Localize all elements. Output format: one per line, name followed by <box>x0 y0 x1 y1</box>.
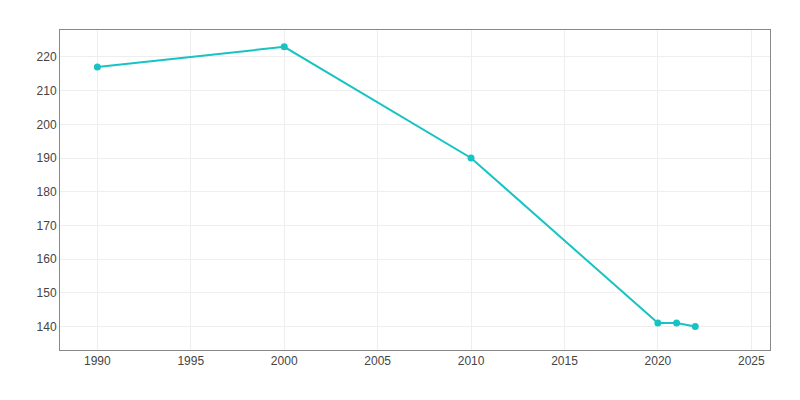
svg-text:200: 200 <box>37 118 57 132</box>
svg-text:140: 140 <box>37 320 57 334</box>
svg-text:190: 190 <box>37 151 57 165</box>
svg-text:220: 220 <box>37 50 57 64</box>
svg-text:2000: 2000 <box>271 354 298 368</box>
svg-text:160: 160 <box>37 252 57 266</box>
svg-text:2010: 2010 <box>458 354 485 368</box>
svg-text:180: 180 <box>37 185 57 199</box>
svg-text:2025: 2025 <box>738 354 765 368</box>
svg-text:2015: 2015 <box>551 354 578 368</box>
svg-text:170: 170 <box>37 219 57 233</box>
svg-text:2020: 2020 <box>645 354 672 368</box>
svg-text:2005: 2005 <box>364 354 391 368</box>
svg-text:1995: 1995 <box>177 354 204 368</box>
svg-text:1990: 1990 <box>84 354 111 368</box>
svg-text:150: 150 <box>37 286 57 300</box>
svg-text:210: 210 <box>37 84 57 98</box>
